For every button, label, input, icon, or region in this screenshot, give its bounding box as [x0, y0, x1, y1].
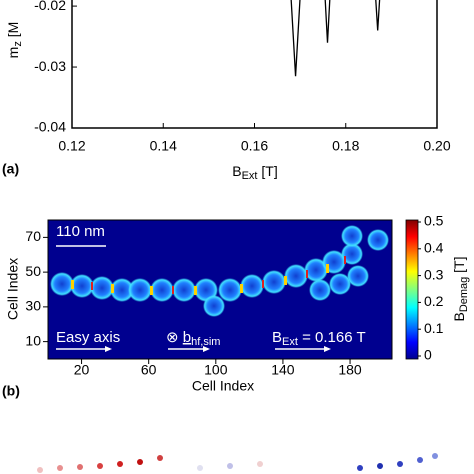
y-tick-label: -0.04: [34, 119, 66, 135]
plot-frame: [71, 0, 438, 129]
x-tick-label: 0.12: [58, 138, 85, 154]
x-tick-label: 0.20: [423, 138, 450, 154]
panel-c-preview: [37, 453, 438, 473]
colorbar-tick-label: 0.2: [424, 293, 444, 309]
x-tick-label: 60: [141, 362, 157, 378]
x-tick-label: 180: [338, 362, 362, 378]
annotation: ⊗ bhf,sim: [166, 329, 220, 348]
arrow-head: [105, 346, 112, 352]
y-axis-label: mz [M: [5, 22, 24, 59]
x-axis-label: BExt [T]: [232, 163, 277, 182]
y-tick-label: 30: [25, 298, 41, 314]
annotation: Easy axis: [56, 329, 120, 346]
colorbar: [405, 219, 419, 360]
x-tick-label: 0.16: [241, 138, 268, 154]
x-tick-label: 0.18: [332, 138, 359, 154]
arrow-head: [324, 346, 331, 352]
x-tick-label: 0.14: [150, 138, 177, 154]
annotation: 110 nm: [56, 223, 105, 240]
colorbar-tick-label: 0.4: [424, 240, 444, 256]
heatmap-image: [48, 220, 392, 359]
y-tick-label: -0.02: [34, 0, 66, 13]
y-tick-label: 70: [25, 228, 41, 244]
x-tick-label: 140: [271, 362, 295, 378]
panel-label: (a): [2, 161, 19, 177]
y-tick-label: 10: [25, 332, 41, 348]
x-axis-label: Cell Index: [192, 378, 254, 394]
colorbar-tick-label: 0.1: [424, 320, 444, 336]
x-tick-label: 20: [74, 362, 90, 378]
data-line: [290, 0, 381, 77]
panel-label: (b): [2, 383, 20, 399]
plot-area: [290, 0, 381, 77]
colorbar-tick-label: 0.3: [424, 266, 444, 282]
colorbar-tick-label: 0.5: [424, 213, 444, 229]
colorbar-label: BDemag [T]: [451, 256, 470, 321]
annotation: BExt = 0.166 T: [272, 329, 366, 348]
y-axis-label: Cell Index: [5, 258, 21, 320]
y-tick-label: -0.03: [34, 58, 66, 74]
y-tick-label: 50: [25, 263, 41, 279]
arrow-head: [203, 346, 210, 352]
x-tick-label: 100: [204, 362, 228, 378]
plot-frame: [47, 219, 393, 360]
colorbar-tick-label: 0: [424, 347, 432, 363]
